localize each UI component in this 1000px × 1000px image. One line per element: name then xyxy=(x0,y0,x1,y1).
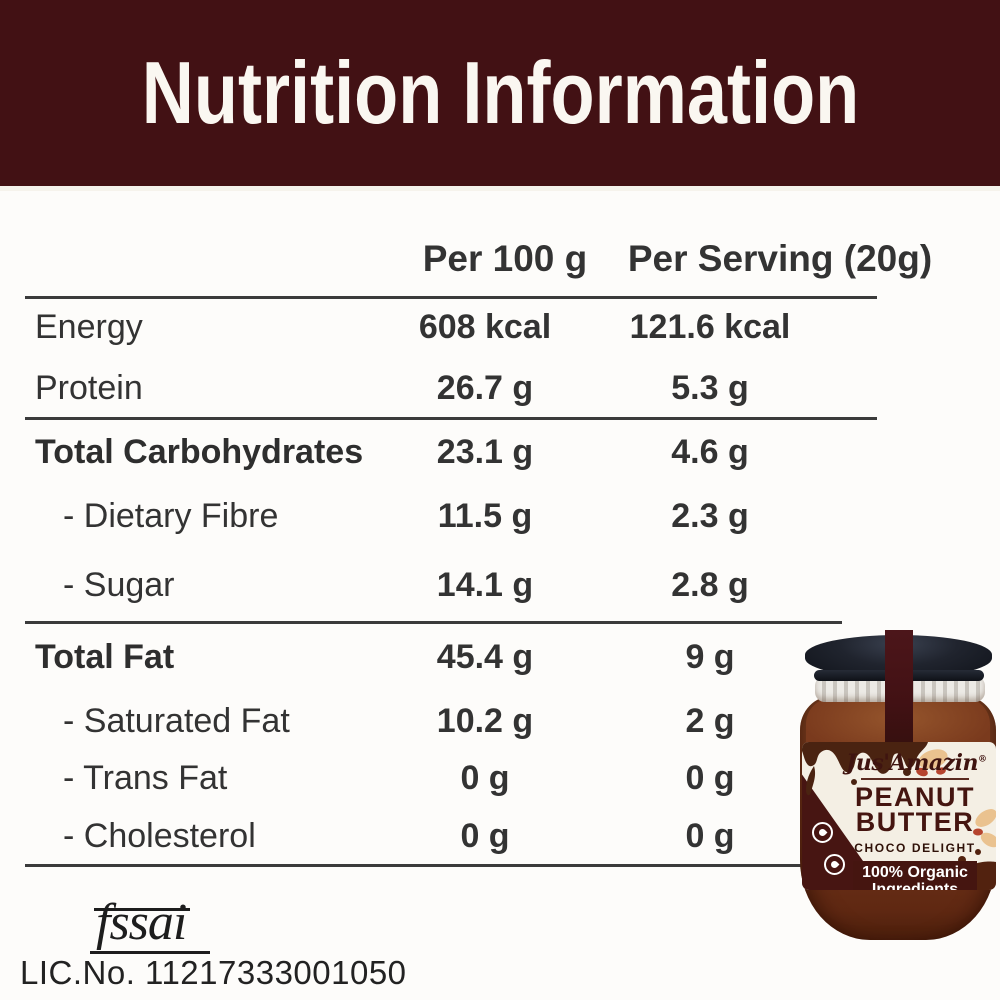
row-value-per-serving: 0 g xyxy=(685,759,735,797)
row-value-per-serving: 0 g xyxy=(685,817,735,855)
row-label: - Dietary Fibre xyxy=(63,496,279,535)
table-row: Total Carbohydrates 23.1 g 4.6 g xyxy=(25,420,877,485)
table-row: - Saturated Fat 10.2 g 2 g xyxy=(25,691,877,751)
row-value-per-serving: 121.6 kcal xyxy=(629,308,791,346)
divider-carbs xyxy=(25,417,877,420)
row-value-per-100g: 0 g xyxy=(460,817,510,855)
row-label: - Saturated Fat xyxy=(63,701,290,740)
nutrition-rows: Energy 608 kcal 121.6 kcal Protein 26.7 … xyxy=(25,299,877,867)
claim-line2: Ingredients xyxy=(871,880,959,890)
row-value-per-100g: 0 g xyxy=(460,759,510,797)
row-value-per-serving: 5.3 g xyxy=(671,368,749,407)
row-label: - Trans Fat xyxy=(63,759,228,797)
row-value-per-serving: 9 g xyxy=(685,638,735,676)
organic-claim-box: 100% Organic Ingredients xyxy=(853,860,977,890)
claim-line1: 100% Organic xyxy=(862,863,968,881)
table-row: - Cholesterol 0 g 0 g xyxy=(25,806,877,867)
table-row: Total Fat 45.4 g 9 g xyxy=(25,624,877,691)
brand-wordmark: Jus'Amazin® xyxy=(846,750,987,776)
row-value-per-serving: 2.3 g xyxy=(671,496,749,535)
product-jar-image: Jus'Amazin® PEANUT BUTTER CHOCO DELIGHT … xyxy=(798,630,1000,942)
product-name-line2: BUTTER xyxy=(855,807,975,838)
row-value-per-100g: 23.1 g xyxy=(436,433,534,471)
row-value-per-100g: 608 kcal xyxy=(418,308,552,346)
table-row: - Trans Fat 0 g 0 g xyxy=(25,751,877,806)
row-value-per-100g: 45.4 g xyxy=(436,638,534,676)
page-title: Nutrition Information xyxy=(141,43,859,142)
table-row: - Sugar 14.1 g 2.8 g xyxy=(25,547,877,624)
row-label: - Sugar xyxy=(63,566,175,604)
brand-underline xyxy=(861,778,969,780)
fssai-overline xyxy=(94,908,190,911)
jar-label: Jus'Amazin® PEANUT BUTTER CHOCO DELIGHT … xyxy=(802,742,996,890)
license-number: LIC.No. 11217333001050 xyxy=(20,954,407,991)
divider-fat xyxy=(25,621,842,624)
product-variant: CHOCO DELIGHT xyxy=(854,840,976,855)
table-row: - Dietary Fibre 11.5 g 2.3 g xyxy=(25,485,877,547)
table-row: Protein 26.7 g 5.3 g xyxy=(25,356,877,420)
header-band: Nutrition Information xyxy=(0,0,1000,191)
fssai-underline xyxy=(90,951,210,954)
row-value-per-100g: 10.2 g xyxy=(436,701,534,740)
row-label: Total Carbohydrates xyxy=(35,433,364,471)
divider-bottom xyxy=(25,864,807,867)
divider-top xyxy=(25,296,877,299)
row-value-per-100g: 26.7 g xyxy=(436,368,534,407)
row-label: Protein xyxy=(35,368,143,407)
registered-mark: ® xyxy=(977,754,987,765)
dairy-free-badge-icon xyxy=(824,854,845,875)
column-header-per-serving: Per Serving (20g) xyxy=(627,238,933,279)
label-text-block: Jus'Amazin® PEANUT BUTTER CHOCO DELIGHT … xyxy=(846,750,987,890)
product-name-line1: PEANUT xyxy=(854,781,975,812)
fssai-logo: fssai xyxy=(88,893,228,961)
row-value-per-serving: 2 g xyxy=(685,701,735,740)
row-label: Total Fat xyxy=(35,638,175,676)
row-value-per-100g: 11.5 g xyxy=(437,496,533,535)
row-value-per-serving: 2.8 g xyxy=(671,566,749,604)
row-label: - Cholesterol xyxy=(63,817,256,855)
column-header-per-100g: Per 100 g xyxy=(422,238,588,279)
row-value-per-100g: 14.1 g xyxy=(436,566,534,604)
row-value-per-serving: 4.6 g xyxy=(671,433,749,471)
no-preservatives-badge-icon xyxy=(812,822,833,843)
table-row: Energy 608 kcal 121.6 kcal xyxy=(25,299,877,356)
brand-ribbon xyxy=(885,630,913,750)
row-label: Energy xyxy=(35,308,143,346)
